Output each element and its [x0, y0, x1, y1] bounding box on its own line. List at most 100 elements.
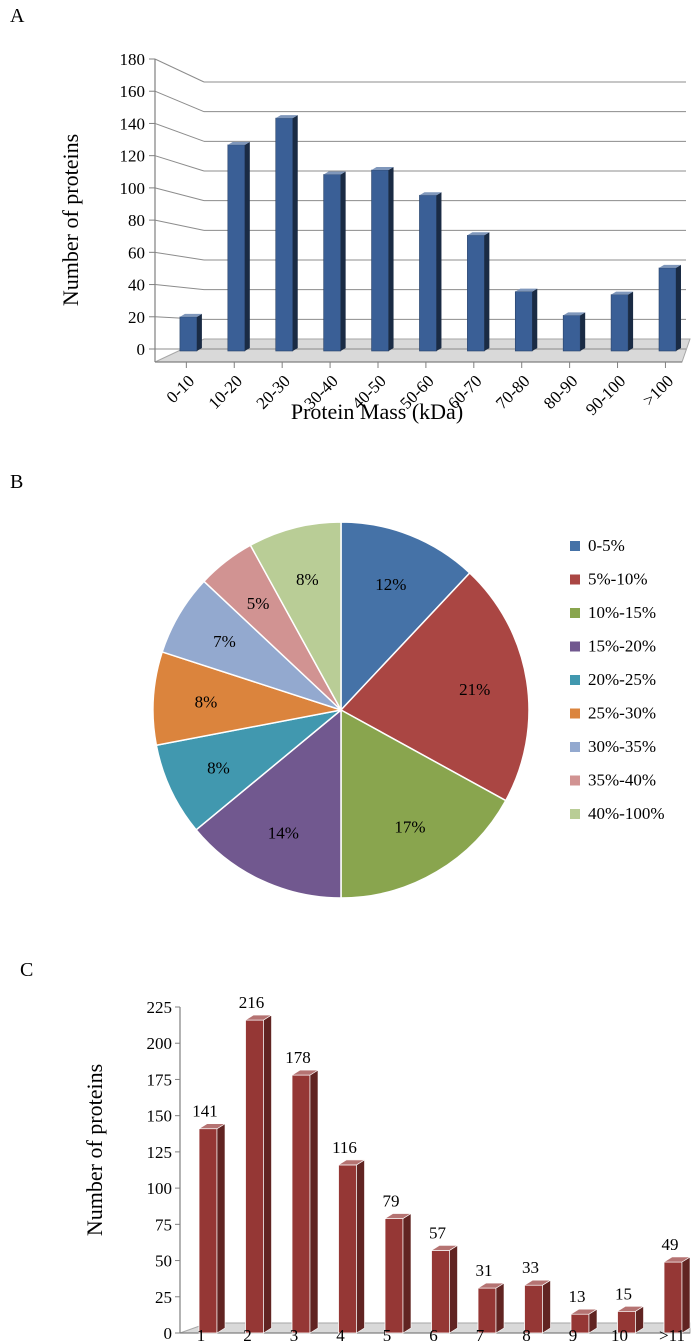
panel-c-y-axis-title: Number of proteins [82, 1064, 107, 1236]
panel-b-legend-label: 25%-30% [588, 704, 656, 723]
panel-a-bar-side [436, 192, 442, 351]
panel-c-bar-top [569, 1308, 599, 1315]
panel-a-bar-side [244, 141, 250, 351]
panel-b-legend-label: 0-5% [588, 536, 625, 555]
panel-c-data-label: 216 [239, 993, 265, 1012]
panel-a-bar-top [563, 312, 586, 316]
panel-b-pie-slice [340, 708, 507, 899]
panel-b-legend-swatch [570, 742, 580, 752]
panel-a-x-tick-label: 70-80 [492, 371, 533, 412]
panel-c-y-tick-label: 100 [147, 1179, 173, 1198]
panel-a-bar [562, 315, 581, 352]
panel-c-y-tick-label: 125 [147, 1143, 173, 1162]
panel-b-legend-label: 20%-25% [588, 670, 656, 689]
panel-b-slice-label: 8% [296, 570, 319, 589]
panel-c-x-tick-label: 2 [243, 1326, 252, 1342]
panel-a-bar [227, 144, 246, 352]
panel-b-slice-label: 17% [394, 818, 425, 837]
panel-b-legend-label: 35%-40% [588, 771, 656, 790]
panel-b-slice-label: 21% [459, 680, 490, 699]
panel-a-gridline-side [154, 122, 205, 142]
panel-a-bar-side [580, 312, 586, 351]
panel-c-bar [663, 1261, 683, 1334]
panel-a-bar [610, 294, 629, 352]
panel-a-gridline-side [154, 284, 205, 291]
panel-b-pie-slice [339, 571, 530, 802]
panel-b-legend-label: 15%-20% [588, 637, 656, 656]
panel-c-x-tick-label: 1 [197, 1326, 206, 1342]
panel-b-legend-swatch [570, 574, 580, 585]
panel-a-bar-side [532, 288, 538, 351]
panel-c-letter: C [20, 959, 33, 981]
panel-c-bar-side [356, 1159, 365, 1334]
panel-a-bar-side [196, 313, 202, 351]
panel-b-legend-swatch [570, 675, 580, 685]
panel-c-data-label: 13 [569, 1287, 586, 1306]
panel-c-bar-side [681, 1256, 691, 1334]
panel-a-y-tick-label: 180 [120, 50, 146, 69]
panel-a-bar [658, 267, 677, 352]
panel-b-legend-swatch [570, 541, 580, 551]
panel-a-gridline-side [154, 155, 205, 172]
panel-c-bar-top [337, 1159, 366, 1166]
panel-c-bar-side [449, 1244, 458, 1334]
panel-a-y-axis-title: Number of proteins [58, 134, 83, 306]
panel-a-gridline-side [154, 251, 205, 261]
panel-c-bar-top [197, 1123, 227, 1130]
panel-c-bar [431, 1250, 450, 1334]
panel-a-gridline-side [154, 187, 205, 202]
panel-a-bar-top [371, 167, 394, 171]
panel-c-data-label: 15 [615, 1284, 632, 1303]
panel-b-pie-slice [340, 521, 471, 712]
panel-a-bar-side [340, 171, 346, 351]
panel-c-x-tick-label: 9 [569, 1326, 578, 1342]
panel-c-bar-top [662, 1256, 692, 1263]
panel-b-slice-label: 8% [207, 759, 230, 778]
panel-a-y-tick-label: 120 [120, 147, 146, 166]
panel-a-bar-top [179, 313, 202, 317]
panel-c-bar-top [430, 1245, 459, 1251]
panel-a-bar-top [323, 171, 346, 175]
panel-a-bar-top [275, 115, 298, 119]
panel-c-y-tick-label: 75 [155, 1215, 172, 1234]
panel-b-pie-slice [195, 708, 342, 899]
panel-a-x-tick-label: 0-10 [163, 371, 198, 406]
panel-a-bar-side [388, 167, 394, 351]
panel-b-pie-slice [152, 650, 342, 747]
panel-c-bar-top [244, 1014, 273, 1021]
panel-a-y-tick-label: 40 [128, 276, 145, 295]
panel-c-data-label: 178 [285, 1048, 311, 1067]
panel-c-x-tick-label: >11 [659, 1326, 685, 1342]
panel-c-bar-side [542, 1279, 551, 1334]
panel-c-x-tick-label: 10 [611, 1326, 628, 1342]
panel-a-x-tick-label: 10-20 [205, 371, 246, 412]
panel-b-pie-chart: 12% 21% 17% 14% 8% 8% 7% 5% 8% 0-5% 5%-10% 10%-15% 1… [152, 521, 664, 899]
panel-c-bar-top [383, 1213, 413, 1219]
panel-a-gridline-side [154, 90, 205, 113]
panel-a-y-tick-label: 80 [128, 211, 145, 230]
panel-c-x-tick-label: 8 [522, 1326, 531, 1342]
panel-c-x-tick-label: 5 [383, 1326, 392, 1342]
panel-c-bar [384, 1218, 404, 1334]
panel-c-x-tick-label: 4 [336, 1326, 345, 1342]
panel-a-letter: A [10, 5, 25, 27]
panel-a-bar [467, 235, 485, 352]
panel-a-y-tick-label: 100 [120, 179, 146, 198]
panel-b-legend-swatch [570, 641, 580, 652]
panel-c-data-label: 141 [192, 1102, 218, 1121]
panel-a-bar [419, 194, 437, 352]
panel-c-bar-side [402, 1212, 412, 1334]
panel-a-gridline-side [154, 219, 205, 231]
panel-a-bar [514, 291, 533, 352]
panel-a-x-tick-label: 20-30 [253, 371, 294, 412]
panel-a-bar-side [484, 232, 490, 351]
panel-b-legend-swatch [570, 775, 580, 786]
panel-c-bar-chart: 0255075100125150175200225141121621783116… [147, 993, 692, 1342]
panel-c-bar-top [290, 1069, 320, 1076]
panel-c-bar-side [263, 1014, 272, 1334]
panel-c-bar-top [476, 1282, 506, 1289]
panel-c-bar [338, 1164, 357, 1334]
panel-a-y-tick-label: 20 [128, 308, 145, 327]
panel-a-x-tick-label: >100 [639, 371, 677, 409]
